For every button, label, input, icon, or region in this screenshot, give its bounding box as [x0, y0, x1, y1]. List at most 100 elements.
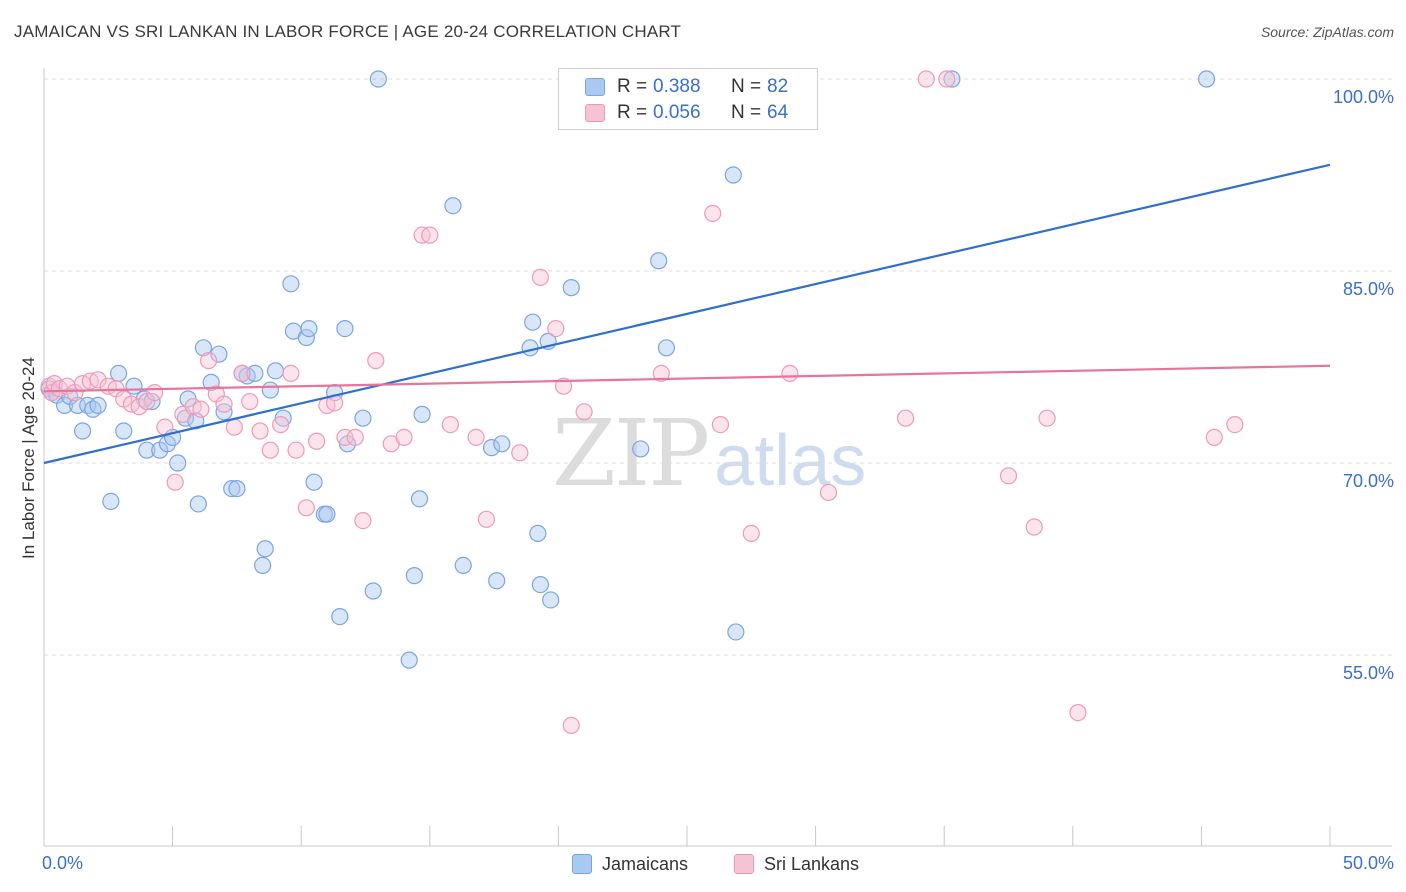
bottom-legend-label: Sri Lankans: [764, 853, 860, 874]
point-sri-lankans: [308, 432, 326, 450]
point-jamaicans: [194, 339, 213, 357]
chart-title: JAMAICAN VS SRI LANKAN IN LABOR FORCE | …: [14, 22, 682, 41]
point-jamaicans: [336, 320, 354, 338]
point-jamaicans: [943, 70, 961, 88]
point-sri-lankans: [819, 483, 838, 502]
point-jamaicans: [482, 439, 501, 457]
point-jamaicans: [331, 607, 349, 626]
point-sri-lankans: [241, 392, 259, 411]
point-jamaicans: [410, 490, 429, 508]
point-jamaicans: [261, 381, 279, 399]
point-jamaicans: [657, 339, 676, 357]
y-axis-title: In Labor Force | Age 20-24: [19, 357, 38, 559]
point-jamaicans: [266, 362, 285, 380]
legend-swatch-sri-lankans: [585, 104, 605, 122]
point-sri-lankans: [166, 473, 184, 491]
point-sri-lankans: [421, 226, 439, 244]
point-jamaicans: [444, 197, 462, 215]
x-tick-label: 0.0%: [42, 853, 83, 873]
point-sri-lankans: [917, 70, 935, 88]
point-jamaicans: [228, 480, 246, 498]
point-sri-lankans: [233, 364, 251, 382]
point-sri-lankans: [272, 416, 290, 434]
point-jamaicans: [169, 454, 187, 472]
x-tick-label: 50.0%: [1343, 853, 1394, 873]
legend-r-label: R =: [617, 102, 648, 123]
point-sri-lankans: [562, 716, 580, 735]
point-sri-lankans: [938, 70, 956, 88]
axes: [43, 68, 1392, 847]
point-sri-lankans: [261, 441, 279, 459]
point-sri-lankans: [367, 352, 385, 370]
legend-swatch-jamaicans: [585, 78, 605, 96]
correlation-legend: R = 0.388 N = 82 R = 0.056 N = 64: [558, 68, 818, 130]
point-sri-lankans: [225, 418, 243, 436]
trend-lines: [43, 163, 1331, 465]
y-tick-label: 85.0%: [1343, 279, 1394, 299]
point-jamaicans: [189, 495, 207, 513]
point-sri-lankans: [511, 444, 529, 462]
trend-line-jamaicans: [43, 163, 1331, 465]
point-jamaicans: [102, 492, 120, 510]
point-sri-lankans: [192, 400, 210, 418]
point-jamaicans: [405, 567, 423, 585]
point-jamaicans: [256, 540, 274, 558]
point-sri-lankans: [467, 428, 485, 446]
source-label: Source: ZipAtlas.com: [1260, 24, 1394, 40]
point-jamaicans: [254, 556, 272, 575]
watermark: ZIPatlas: [552, 400, 866, 507]
point-sri-lankans: [251, 422, 269, 440]
point-jamaicans: [521, 339, 539, 357]
point-jamaicans: [727, 623, 745, 641]
legend-n-label: N =: [731, 76, 762, 97]
point-sri-lankans: [1205, 428, 1223, 446]
point-sri-lankans: [1025, 518, 1043, 536]
point-jamaicans: [524, 313, 542, 331]
point-sri-lankans: [742, 524, 760, 543]
bottom-legend-swatch-jamaicans: [572, 854, 592, 874]
legend-n-value: 82: [767, 76, 789, 97]
point-jamaicans: [529, 524, 547, 543]
point-jamaicans: [562, 279, 580, 297]
point-sri-lankans: [554, 377, 573, 395]
point-jamaicans: [210, 345, 228, 363]
point-sri-lankans: [297, 499, 315, 517]
point-jamaicans: [400, 651, 418, 669]
point-jamaicans: [223, 480, 241, 498]
point-sri-lankans: [704, 204, 722, 222]
bottom-legend-sri-lankans: Sri Lankans: [734, 852, 859, 876]
legend-r-value: 0.056: [653, 102, 701, 123]
point-sri-lankans: [897, 409, 915, 427]
legend-n-value: 64: [767, 102, 789, 123]
point-jamaicans: [1197, 70, 1216, 88]
point-jamaicans: [300, 320, 318, 338]
point-sri-lankans: [477, 510, 495, 528]
point-jamaicans: [488, 572, 506, 590]
legend-r-value: 0.388: [653, 76, 701, 97]
point-sri-lankans: [999, 467, 1018, 485]
axis-labels: 55.0% 70.0% 85.0% 100.0% 0.0% 50.0% In Labor F…: [19, 87, 1394, 873]
legend-n-label: N =: [731, 102, 762, 123]
point-jamaicans: [454, 556, 472, 575]
point-sri-lankans: [200, 352, 218, 370]
point-sri-lankans: [441, 416, 459, 434]
point-jamaicans: [282, 275, 300, 293]
point-sri-lankans: [395, 428, 413, 446]
point-sri-lankans: [547, 320, 565, 338]
point-sri-lankans: [781, 364, 799, 382]
point-jamaicans: [246, 364, 264, 382]
bottom-legend-jamaicans: Jamaicans: [572, 852, 688, 876]
point-sri-lankans: [531, 268, 549, 286]
point-sri-lankans: [652, 364, 670, 382]
point-sri-lankans: [354, 511, 372, 530]
point-sri-lankans: [1226, 416, 1244, 434]
point-sri-lankans: [1069, 703, 1087, 722]
point-jamaicans: [318, 505, 336, 523]
point-jamaicans: [89, 396, 107, 414]
trend-line-sri-lankans: [43, 364, 1331, 393]
point-jamaicans: [369, 70, 387, 88]
point-jamaicans: [650, 252, 668, 270]
watermark-atlas: atlas: [714, 421, 867, 501]
point-jamaicans: [73, 422, 92, 440]
bottom-legend-swatch-sri-lankans: [734, 854, 754, 874]
